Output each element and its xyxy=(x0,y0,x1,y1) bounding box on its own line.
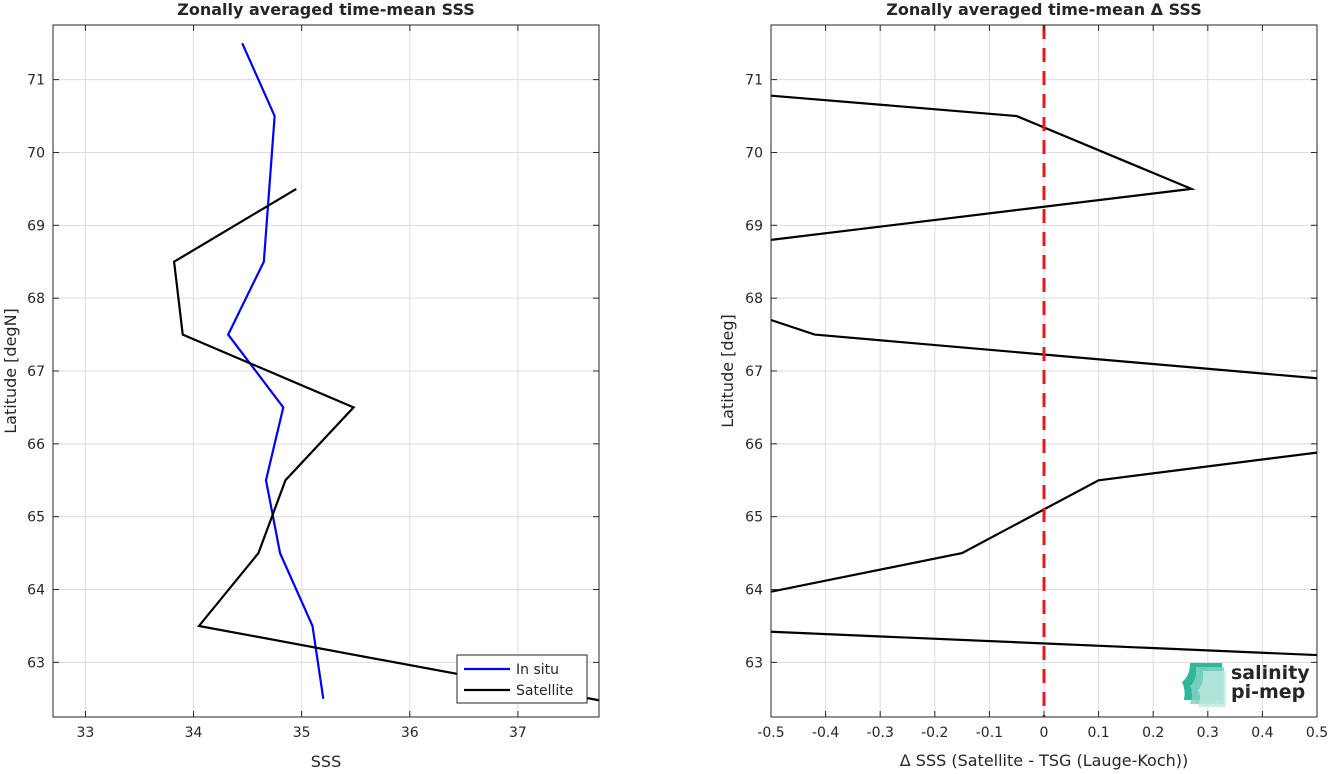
y-tick-label: 66 xyxy=(27,437,45,453)
ticks-right: -0.5 -0.4 -0.3 -0.2 -0.1 0 0.1 0.2 0.3 0.4 0.5 63 64… xyxy=(745,25,1328,741)
x-tick-label: 0.4 xyxy=(1251,725,1273,741)
y-axis-label-right: Latitude [deg] xyxy=(718,314,737,428)
series-line-in-situ xyxy=(226,42,325,699)
series-group-left xyxy=(172,42,599,702)
series-group-right xyxy=(771,94,1317,657)
x-tick-label: -0.1 xyxy=(976,725,1003,741)
series-line-delta-2 xyxy=(771,451,1317,593)
y-tick-label: 67 xyxy=(745,364,763,380)
x-tick-label: 36 xyxy=(401,725,419,741)
x-tick-label: -0.2 xyxy=(921,725,948,741)
y-tick-label: 70 xyxy=(27,145,45,161)
x-tick-label: 0 xyxy=(1040,725,1049,741)
y-tick-label: 65 xyxy=(745,510,763,526)
y-tick-label: 67 xyxy=(27,364,45,380)
legend: In situ Satellite xyxy=(456,654,588,704)
x-tick-label: -0.5 xyxy=(757,725,784,741)
y-tick-label: 69 xyxy=(745,218,763,234)
y-tick-label: 63 xyxy=(27,655,45,671)
chart-title-right: Zonally averaged time-mean Δ SSS xyxy=(886,0,1202,19)
x-tick-label: 0.2 xyxy=(1142,725,1164,741)
y-tick-label: 65 xyxy=(27,510,45,526)
series-line-delta-1 xyxy=(771,318,1317,380)
legend-label-satellite: Satellite xyxy=(516,683,573,699)
logo-text-pi-mep: pi-mep xyxy=(1231,681,1305,703)
x-tick-label: 0.3 xyxy=(1197,725,1219,741)
grid-left xyxy=(53,25,599,717)
legend-box xyxy=(456,654,588,704)
y-tick-label: 63 xyxy=(745,655,763,671)
chart-title-left: Zonally averaged time-mean SSS xyxy=(177,0,475,19)
x-axis-label-left: SSS xyxy=(311,752,341,770)
y-tick-label: 68 xyxy=(27,291,45,307)
wave-logo-icon xyxy=(1182,663,1226,707)
y-axis-label-left: Latitude [degN] xyxy=(1,308,20,434)
y-tick-label: 69 xyxy=(27,218,45,234)
y-tick-label: 70 xyxy=(745,145,763,161)
series-line-satellite xyxy=(172,187,599,702)
ticks-left: 33 34 35 36 37 63 64 65 66 67 68 69 70 71 xyxy=(27,25,599,741)
left-panel: 33 34 35 36 37 63 64 65 66 67 68 69 70 71 Zonally ave… xyxy=(1,0,600,771)
y-tick-label: 66 xyxy=(745,437,763,453)
legend-label-in-situ: In situ xyxy=(516,662,559,678)
series-line-delta-3 xyxy=(771,630,1317,657)
logo-text-salinity: salinity xyxy=(1231,662,1310,684)
salinity-pi-mep-logo: salinity pi-mep xyxy=(1182,662,1310,707)
x-tick-label: 0.1 xyxy=(1087,725,1109,741)
x-tick-label: 37 xyxy=(509,725,527,741)
y-tick-label: 71 xyxy=(745,73,763,89)
y-tick-label: 64 xyxy=(745,583,763,599)
x-axis-label-right: Δ SSS (Satellite - TSG (Lauge-Koch)) xyxy=(900,751,1189,770)
y-tick-label: 71 xyxy=(27,73,45,89)
series-line-delta-0 xyxy=(771,94,1196,241)
x-tick-label: -0.4 xyxy=(812,725,839,741)
x-tick-label: 35 xyxy=(293,725,311,741)
x-tick-label: 34 xyxy=(185,725,203,741)
y-tick-label: 68 xyxy=(745,291,763,307)
x-tick-label: -0.3 xyxy=(867,725,894,741)
x-tick-label: 0.5 xyxy=(1306,725,1328,741)
x-tick-label: 33 xyxy=(77,725,95,741)
right-panel: -0.5 -0.4 -0.3 -0.2 -0.1 0 0.1 0.2 0.3 0.4 0.5 63 64… xyxy=(718,0,1328,770)
y-tick-label: 64 xyxy=(27,583,45,599)
